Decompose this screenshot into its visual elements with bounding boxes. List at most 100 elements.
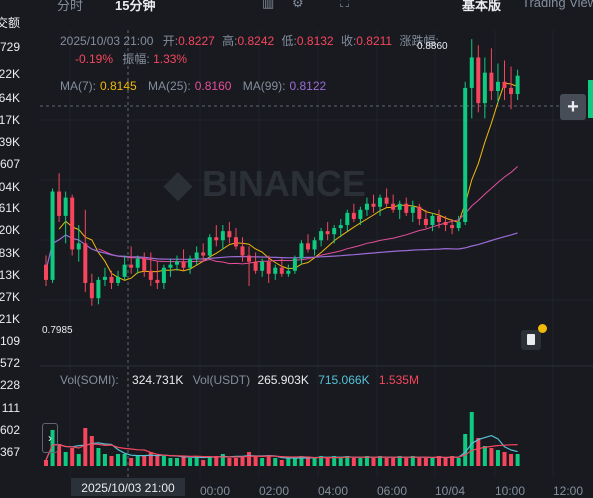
volume-bar: [509, 454, 514, 466]
view-tab-basic[interactable]: 基本版: [462, 0, 502, 13]
candle-body: [345, 212, 350, 226]
volume-bar: [253, 456, 258, 466]
ma-value: 0.8122: [289, 79, 327, 93]
left-label: 61K: [0, 201, 20, 215]
volume-bar: [397, 456, 402, 466]
candle-body: [181, 261, 186, 268]
chart-grid: [40, 30, 593, 478]
time-tick: 12:00: [553, 484, 584, 498]
candle-body: [299, 243, 304, 259]
interval-tab-line[interactable]: 分时: [57, 0, 84, 13]
candle-body: [122, 264, 127, 277]
volume-bar: [351, 458, 356, 466]
volume-bar: [391, 458, 396, 466]
ma-label: MA(7):: [60, 79, 96, 93]
candle-body: [469, 57, 474, 88]
candle-body: [142, 258, 147, 271]
volume-bar: [364, 456, 369, 466]
indicator-icon[interactable]: ▥: [262, 0, 275, 10]
volume-bar: [410, 456, 415, 466]
change-value: -0.19%: [75, 52, 114, 66]
volume-bar: [70, 448, 75, 466]
candle-body: [96, 279, 101, 299]
candle-body: [273, 267, 278, 274]
candle-body: [286, 270, 291, 274]
volume-bar: [469, 412, 474, 466]
left-volume-column: 交额 729 22K 64K 17K 39K 607 04K 61K 20K 8…: [0, 0, 24, 496]
volume-bar: [116, 454, 121, 466]
volume-bar: [279, 460, 284, 466]
candle-body: [188, 258, 193, 268]
volume-bar: [463, 434, 468, 466]
volume-bar: [378, 456, 383, 466]
volume-bar: [325, 458, 330, 466]
ma-label: MA(25):: [148, 79, 191, 93]
volume-bar: [129, 458, 134, 466]
candle-body: [240, 246, 245, 256]
volume-bar: [345, 456, 350, 466]
volume-bar: [148, 452, 153, 466]
binance-watermark-icon: ◆ BINANCE: [163, 163, 366, 204]
volume-bar: [76, 454, 81, 466]
candle-body: [233, 237, 238, 247]
candle-body: [129, 264, 134, 268]
volume-legend: Vol(SOMI): 324.731K Vol(USDT) 265.903K 7…: [60, 373, 419, 387]
candle-body: [76, 243, 81, 250]
candles: [44, 39, 520, 306]
volume-bar: [358, 458, 363, 466]
add-order-button[interactable]: +: [560, 94, 586, 120]
volume-bar: [273, 458, 278, 466]
chevron-right-icon[interactable]: ›: [42, 423, 58, 453]
candle-body: [201, 252, 206, 256]
candle-body: [194, 252, 199, 259]
candle-body: [443, 222, 448, 226]
candle-body: [358, 209, 363, 219]
view-tab-tradingview[interactable]: Trading View: [522, 0, 593, 10]
candle-body: [482, 72, 487, 104]
ohlc-datetime: 2025/10/03 21:00: [60, 34, 154, 48]
candle-body: [351, 212, 356, 219]
volume-bar: [299, 456, 304, 466]
candle-body: [306, 243, 310, 250]
volume-bar: [194, 456, 199, 466]
interval-tab-15m[interactable]: 15分钟: [115, 0, 156, 13]
volume-bar: [286, 458, 291, 466]
volume-bar: [489, 448, 494, 466]
candle-body: [89, 282, 94, 299]
volume-bar: [371, 458, 376, 466]
candle-body: [371, 203, 376, 207]
candle-body: [266, 261, 271, 274]
volume-bar: [102, 454, 107, 466]
volume-bar: [207, 456, 212, 466]
volume-ma-lines: [45, 434, 518, 461]
time-tick: 04:00: [318, 484, 349, 498]
candle-body: [135, 258, 140, 268]
candle-body: [502, 81, 507, 88]
volume-bar: [155, 456, 160, 466]
vol-somi-value: 324.731K: [132, 373, 184, 387]
candle-body: [312, 240, 317, 250]
volume-bar: [89, 436, 94, 466]
time-tick: 00:00: [200, 484, 231, 498]
left-label: 21K: [0, 312, 20, 326]
column-header: 交额: [0, 16, 20, 30]
low-label: 低:: [281, 34, 297, 48]
time-tick: 10:00: [495, 484, 526, 498]
left-label: 607: [0, 157, 20, 171]
volume-bar: [247, 452, 252, 466]
fullscreen-icon[interactable]: ⛶: [340, 0, 350, 10]
volume-bar: [515, 454, 520, 466]
volume-bar: [220, 454, 225, 466]
left-label: 20K: [0, 223, 20, 237]
settings-icon[interactable]: ⚙: [292, 0, 304, 10]
left-label: 602: [0, 423, 20, 437]
candle-body: [168, 264, 173, 268]
candle-body: [220, 231, 225, 241]
notes-button[interactable]: [521, 324, 547, 350]
left-label: 83K: [0, 246, 20, 260]
change-label: 涨跌幅:: [399, 34, 439, 48]
document-icon: [527, 334, 535, 345]
volume-bar: [423, 458, 428, 466]
volume-bar: [214, 456, 219, 466]
